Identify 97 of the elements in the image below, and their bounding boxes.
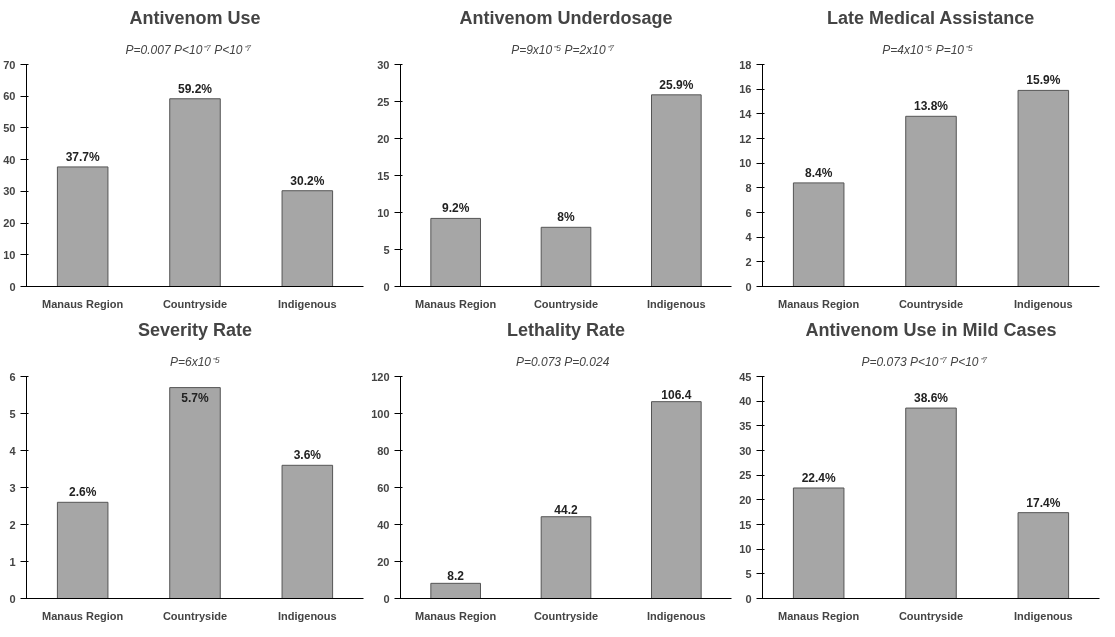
x-tick-label: Indigenous (278, 609, 337, 622)
text: P=0.073 P<10⁻⁷ P<10⁻⁷ (861, 354, 988, 369)
y-tick-label: 15 (739, 518, 752, 531)
y-tick-label: 1 (9, 555, 16, 568)
y-tick-label: 10 (3, 248, 16, 261)
y-tick-label: 15 (377, 169, 390, 182)
x-tick-label: Manaus Region (42, 297, 124, 310)
data-label: 22.4% (801, 470, 837, 485)
y-tick-label: 2 (9, 518, 16, 531)
y-tick-label: 25 (739, 469, 752, 482)
data-label: 37.7% (65, 149, 101, 164)
y-tick-label: 35 (739, 419, 752, 432)
y-tick-label: 0 (745, 592, 752, 605)
y-tick-label: 14 (739, 107, 753, 120)
y-tick-label: 30 (377, 58, 390, 71)
y-tick-label: 30 (3, 185, 16, 198)
y-tick-label: 20 (739, 493, 752, 506)
y-tick-label: 10 (377, 206, 390, 219)
chart-title: Antivenom Underdosage (459, 7, 673, 28)
data-label: 44.2 (554, 502, 578, 517)
y-tick-label: 100 (371, 407, 390, 420)
x-tick-label: Countryside (533, 297, 599, 310)
data-label: 8.2 (447, 569, 465, 584)
chart-title: Late Medical Assistance (826, 7, 1035, 28)
data-label: 106.4 (661, 387, 692, 402)
data-label: 9.2% (441, 201, 470, 216)
y-tick-label: 8 (745, 181, 752, 194)
y-tick-label: 80 (377, 444, 390, 457)
data-label: 3.6% (293, 448, 322, 463)
x-tick-label: Manaus Region (415, 609, 497, 622)
x-tick-label: Countryside (162, 297, 228, 310)
y-tick-label: 16 (739, 83, 752, 96)
x-tick-label: Countryside (898, 609, 964, 622)
y-tick-label: 5 (383, 243, 390, 256)
data-label: 8.4% (804, 165, 833, 180)
text: P=6x10⁻⁵ (169, 354, 221, 369)
data-label: 8% (557, 210, 575, 225)
chart-title: Severity Rate (137, 319, 253, 340)
y-tick-label: 4 (745, 231, 753, 244)
x-tick-label: Indigenous (1014, 297, 1073, 310)
y-tick-label: 40 (739, 395, 752, 408)
y-tick-label: 12 (739, 132, 752, 145)
y-tick-label: 10 (739, 157, 752, 170)
y-tick-label: 5 (745, 567, 752, 580)
text: P=0.073 P=0.024 (515, 354, 610, 369)
x-tick-label: Countryside (533, 609, 599, 622)
y-tick-label: 0 (9, 280, 16, 293)
y-tick-label: 60 (3, 90, 16, 103)
text: P=0.007 P<10⁻⁷ P<10⁻⁷ (125, 42, 252, 57)
data-label: 17.4% (1026, 495, 1061, 510)
x-tick-label: Countryside (162, 609, 228, 622)
y-tick-label: 30 (739, 444, 752, 457)
y-tick-label: 10 (739, 543, 752, 556)
y-tick-label: 18 (739, 58, 752, 71)
y-tick-label: 3 (9, 481, 16, 494)
data-label: 5.7% (181, 390, 210, 405)
y-tick-label: 25 (377, 95, 390, 108)
y-tick-label: 45 (739, 370, 752, 383)
chart-title: Lethality Rate (506, 319, 626, 340)
chart-title: Antivenom Use (129, 7, 261, 28)
y-tick-label: 4 (9, 444, 17, 457)
x-tick-label: Manaus Region (778, 609, 860, 622)
y-tick-label: 2 (745, 255, 752, 268)
y-tick-label: 5 (9, 407, 16, 420)
y-tick-label: 20 (377, 555, 390, 568)
x-tick-label: Indigenous (1014, 609, 1073, 622)
data-label: 25.9% (659, 77, 694, 92)
x-tick-label: Indigenous (647, 297, 706, 310)
text: P=4x10⁻⁵ P=10⁻⁵ (882, 42, 974, 57)
data-label: 13.8% (913, 99, 949, 114)
y-tick-label: 120 (371, 370, 390, 383)
data-label: 2.6% (68, 485, 97, 500)
x-tick-label: Indigenous (278, 297, 337, 310)
data-label: 15.9% (1026, 73, 1061, 88)
y-tick-label: 0 (9, 592, 16, 605)
x-tick-label: Countryside (898, 297, 964, 310)
x-tick-label: Indigenous (647, 609, 706, 622)
x-tick-label: Manaus Region (42, 609, 124, 622)
y-tick-label: 0 (383, 280, 390, 293)
y-tick-label: 20 (377, 132, 390, 145)
y-tick-label: 40 (377, 518, 390, 531)
data-label: 59.2% (177, 81, 213, 96)
y-tick-label: 70 (3, 58, 16, 71)
y-tick-label: 20 (3, 217, 16, 230)
y-tick-label: 0 (745, 280, 752, 293)
y-tick-label: 0 (383, 592, 390, 605)
y-tick-label: 50 (3, 121, 16, 134)
y-tick-label: 6 (745, 206, 752, 219)
x-tick-label: Manaus Region (778, 297, 860, 310)
chart-title: Antivenom Use in Mild Cases (805, 319, 1057, 340)
text: P=9x10⁻⁵ P=2x10⁻⁷ (511, 42, 615, 57)
y-tick-label: 60 (377, 481, 390, 494)
x-tick-label: Manaus Region (415, 297, 497, 310)
data-label: 38.6% (913, 391, 949, 406)
y-tick-label: 40 (3, 153, 16, 166)
data-label: 30.2% (290, 173, 325, 188)
y-tick-label: 6 (9, 370, 16, 383)
